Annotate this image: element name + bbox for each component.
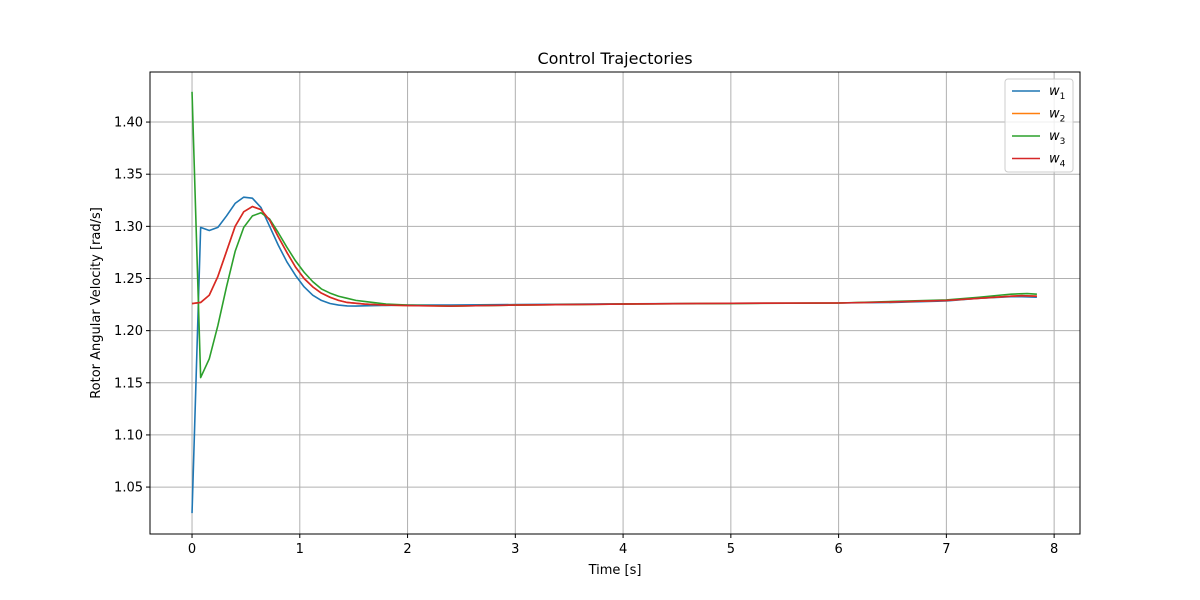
y-tick-label: 1.35 [114,168,143,183]
y-axis-label: Rotor Angular Velocity [rad/s] [89,207,104,399]
x-tick-label: 6 [834,542,842,557]
y-tick-label: 1.25 [114,272,143,287]
legend-box [1004,78,1074,173]
y-tick-label: 1.05 [114,481,143,496]
series-line-w4 [191,205,1037,307]
axes-frame [149,71,1081,535]
x-tick-label: 0 [188,542,196,557]
legend-entry-w1: w1 [1049,84,1065,102]
legend-entry-w4: w4 [1049,152,1066,170]
x-axis-ticks: 0 1 2 3 4 5 6 7 8 [188,534,1058,557]
legend-entry-w2: w2 [1049,107,1065,125]
y-tick-label: 1.30 [114,220,143,235]
legend: w1 w2 w3 w4 [1004,78,1074,173]
x-axis-label: Time [s] [588,563,642,578]
x-tick-label: 3 [511,542,519,557]
x-tick-label: 7 [942,542,950,557]
y-tick-label: 1.15 [114,376,143,391]
y-axis-ticks: 1.05 1.10 1.15 1.20 1.25 1.30 1.35 1.40 [114,116,150,496]
x-tick-label: 8 [1050,542,1058,557]
y-tick-label: 1.20 [114,324,143,339]
y-tick-label: 1.10 [114,428,143,443]
series-layer [191,91,1037,514]
y-tick-label: 1.40 [114,116,143,131]
x-tick-label: 4 [619,542,627,557]
x-tick-label: 1 [296,542,304,557]
chart-title: Control Trajectories [537,49,692,68]
legend-entry-w3: w3 [1049,129,1065,147]
x-tick-label: 5 [727,542,735,557]
x-tick-label: 2 [403,542,411,557]
